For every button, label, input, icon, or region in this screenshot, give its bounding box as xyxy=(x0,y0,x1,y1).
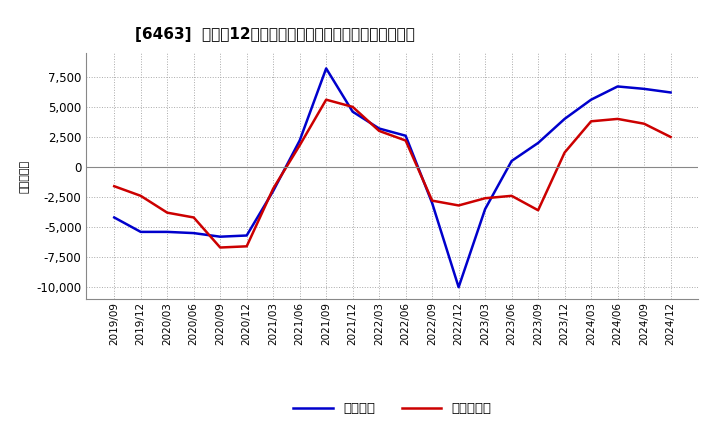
当期純利益 xyxy=(348,104,357,110)
当期純利益 xyxy=(295,143,304,148)
当期純利益 xyxy=(163,210,171,215)
経常利益 xyxy=(640,86,649,92)
経常利益 xyxy=(110,215,119,220)
経常利益 xyxy=(216,234,225,239)
経常利益 xyxy=(534,140,542,146)
当期純利益 xyxy=(243,244,251,249)
当期純利益 xyxy=(269,186,277,191)
Y-axis label: （百万円）: （百万円） xyxy=(19,159,30,193)
当期純利益 xyxy=(322,97,330,103)
当期純利益 xyxy=(587,119,595,124)
経常利益 xyxy=(136,229,145,235)
当期純利益 xyxy=(560,150,569,155)
経常利益 xyxy=(560,116,569,121)
経常利益 xyxy=(613,84,622,89)
当期純利益 xyxy=(136,193,145,198)
経常利益 xyxy=(587,97,595,103)
当期純利益 xyxy=(640,121,649,126)
経常利益 xyxy=(666,90,675,95)
当期純利益 xyxy=(216,245,225,250)
経常利益 xyxy=(243,233,251,238)
経常利益 xyxy=(401,133,410,138)
経常利益 xyxy=(348,109,357,114)
Text: [6463]  利益の12か月移動合計の対前年同期増減額の推移: [6463] 利益の12か月移動合計の対前年同期増減額の推移 xyxy=(135,27,415,42)
当期純利益 xyxy=(534,208,542,213)
経常利益 xyxy=(322,66,330,71)
Line: 当期純利益: 当期純利益 xyxy=(114,100,670,248)
当期純利益 xyxy=(428,198,436,203)
当期純利益 xyxy=(454,203,463,208)
経常利益 xyxy=(454,285,463,290)
Line: 経常利益: 経常利益 xyxy=(114,69,670,287)
当期純利益 xyxy=(481,196,490,201)
Legend: 経常利益, 当期純利益: 経常利益, 当期純利益 xyxy=(288,397,497,421)
経常利益 xyxy=(163,229,171,235)
経常利益 xyxy=(428,200,436,205)
経常利益 xyxy=(375,126,384,131)
当期純利益 xyxy=(110,183,119,189)
当期純利益 xyxy=(189,215,198,220)
経常利益 xyxy=(481,206,490,212)
当期純利益 xyxy=(375,128,384,134)
経常利益 xyxy=(189,231,198,236)
当期純利益 xyxy=(401,138,410,143)
経常利益 xyxy=(508,158,516,164)
経常利益 xyxy=(269,188,277,194)
当期純利益 xyxy=(613,116,622,121)
当期純利益 xyxy=(666,134,675,139)
当期純利益 xyxy=(508,193,516,198)
経常利益 xyxy=(295,138,304,143)
